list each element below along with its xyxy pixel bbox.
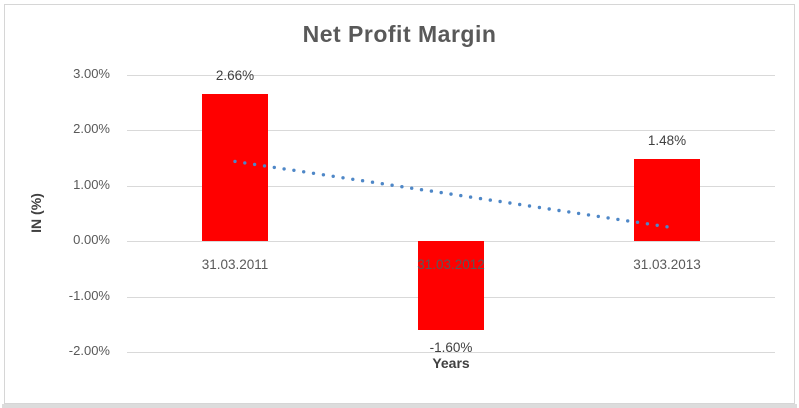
gridline — [127, 130, 775, 132]
bar-31.03.2012 — [418, 241, 484, 330]
y-axis-tick-label: 1.00% — [73, 176, 110, 192]
chart-title: Net Profit Margin — [302, 21, 497, 47]
y-axis-tick-label: -1.00% — [68, 287, 110, 303]
y-axis-tick-label: 2.00% — [73, 121, 110, 137]
y-axis-tick-label: -2.00% — [68, 343, 110, 358]
data-label: 1.48% — [647, 133, 687, 149]
gridline — [127, 352, 775, 353]
data-label: 2.66% — [215, 67, 255, 83]
x-axis-title: Years — [432, 355, 470, 371]
y-axis-title: IN (%) — [28, 193, 44, 233]
category-label: 31.03.2012 — [417, 257, 485, 273]
y-axis-tick-label: 0.00% — [73, 232, 110, 248]
category-label: 31.03.2011 — [201, 257, 269, 273]
category-label: 31.03.2013 — [633, 257, 701, 273]
bottom-edge — [2, 404, 797, 408]
bar-31.03.2011 — [202, 93, 268, 242]
gridline — [127, 185, 775, 187]
plot-area — [127, 75, 775, 353]
data-label: -1.60% — [429, 339, 473, 355]
gridline — [127, 75, 775, 76]
bar-31.03.2013 — [634, 159, 700, 242]
y-axis-tick-label: 3.00% — [73, 66, 110, 81]
